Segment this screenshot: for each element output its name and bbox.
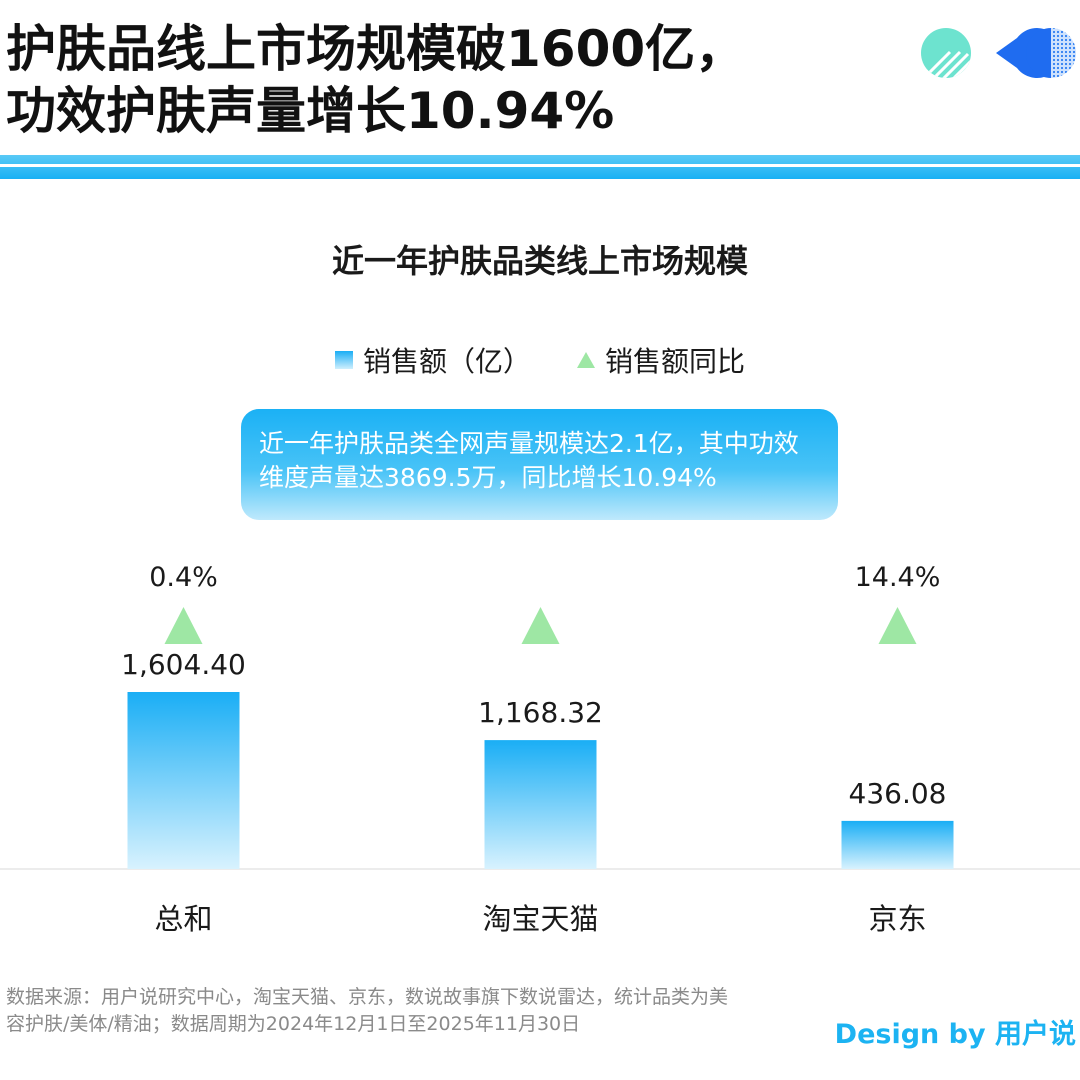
bar-0 — [127, 692, 240, 869]
chart-legend: 销售额（亿） 销售额同比 — [0, 340, 1080, 380]
legend-label-sales: 销售额（亿） — [362, 345, 531, 378]
bar-1 — [484, 740, 597, 869]
design-credit: Design by 用户说 — [834, 1019, 1076, 1050]
yoy-triangle-marker-1 — [521, 607, 560, 644]
headline-line-2: 功效护肤声量增长10.94% — [6, 82, 615, 140]
header-divider-bar — [0, 155, 1080, 179]
brand-logo-icon — [921, 27, 1076, 78]
category-label-1: 淘宝天猫 — [482, 902, 598, 936]
bar-value-label-1: 1,168.32 — [478, 696, 603, 729]
chart-title: 近一年护肤品类线上市场规模 — [331, 242, 748, 280]
bar-2 — [841, 820, 954, 869]
legend-item-sales: 销售额（亿） — [334, 340, 531, 380]
highlight-callout: 近一年护肤品类全网声量规模达2.1亿，其中功效维度声量达3869.5万，同比增长… — [241, 409, 838, 520]
category-label-0: 总和 — [154, 902, 212, 936]
legend-label-yoy: 销售额同比 — [605, 345, 746, 378]
bar-value-label-0: 1,604.40 — [121, 648, 246, 681]
headline-line-1: 护肤品线上市场规模破1600亿， — [6, 20, 746, 78]
triangle-up-icon — [577, 352, 595, 368]
legend-item-yoy: 销售额同比 — [577, 340, 745, 380]
yoy-value-label-0: 0.4% — [149, 562, 218, 593]
yoy-triangle-marker-2 — [878, 607, 917, 644]
page-headline: 护肤品线上市场规模破1600亿， 功效护肤声量增长10.94% — [6, 18, 745, 142]
bar-value-label-2: 436.08 — [849, 777, 947, 810]
bar-chart: 1,604.40 0.4% 总和 1,168.32 淘宝天猫 436.08 14.4% 京东 — [0, 562, 1080, 936]
category-label-2: 京东 — [868, 902, 926, 936]
yoy-value-label-2: 14.4% — [855, 562, 941, 593]
data-source-footnote: 数据来源：用户说研究中心，淘宝天猫、京东，数说故事旗下数说雷达，统计品类为美容护… — [6, 986, 729, 1035]
legend-bar-swatch — [334, 351, 353, 369]
yoy-triangle-marker-0 — [164, 607, 203, 644]
